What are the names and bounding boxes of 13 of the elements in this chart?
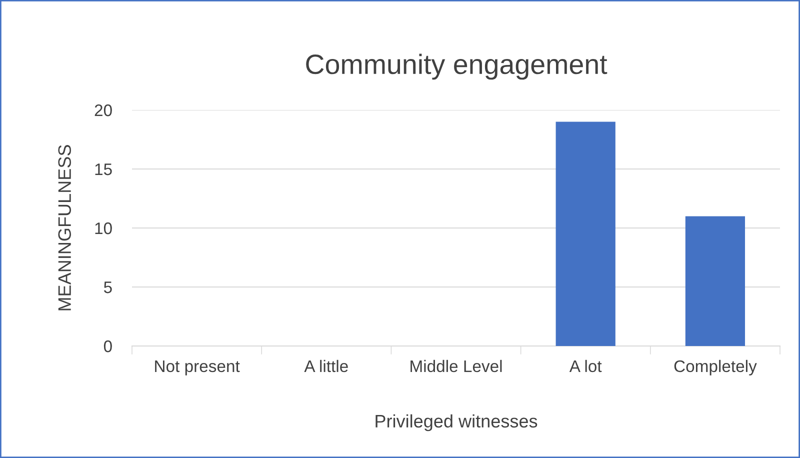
x-tick-label: Completely [674,360,757,376]
y-tick-label: 10 [95,222,112,234]
x-tick-label: Not present [155,360,240,376]
y-axis-title: MEANINGFULNESS [58,145,72,310]
x-tick-label: A lot [569,360,602,372]
y-tick-label: 20 [94,104,112,116]
x-axis-title: Privileged witnesses [376,414,538,432]
x-tick-label: A little [304,360,348,372]
x-tick-label: Middle Level [410,360,502,372]
y-tick-label: 5 [104,282,112,294]
y-tick-label: 0 [104,340,112,352]
y-tick-label: 15 [95,164,112,176]
chart-title: Community engagement [306,54,608,80]
